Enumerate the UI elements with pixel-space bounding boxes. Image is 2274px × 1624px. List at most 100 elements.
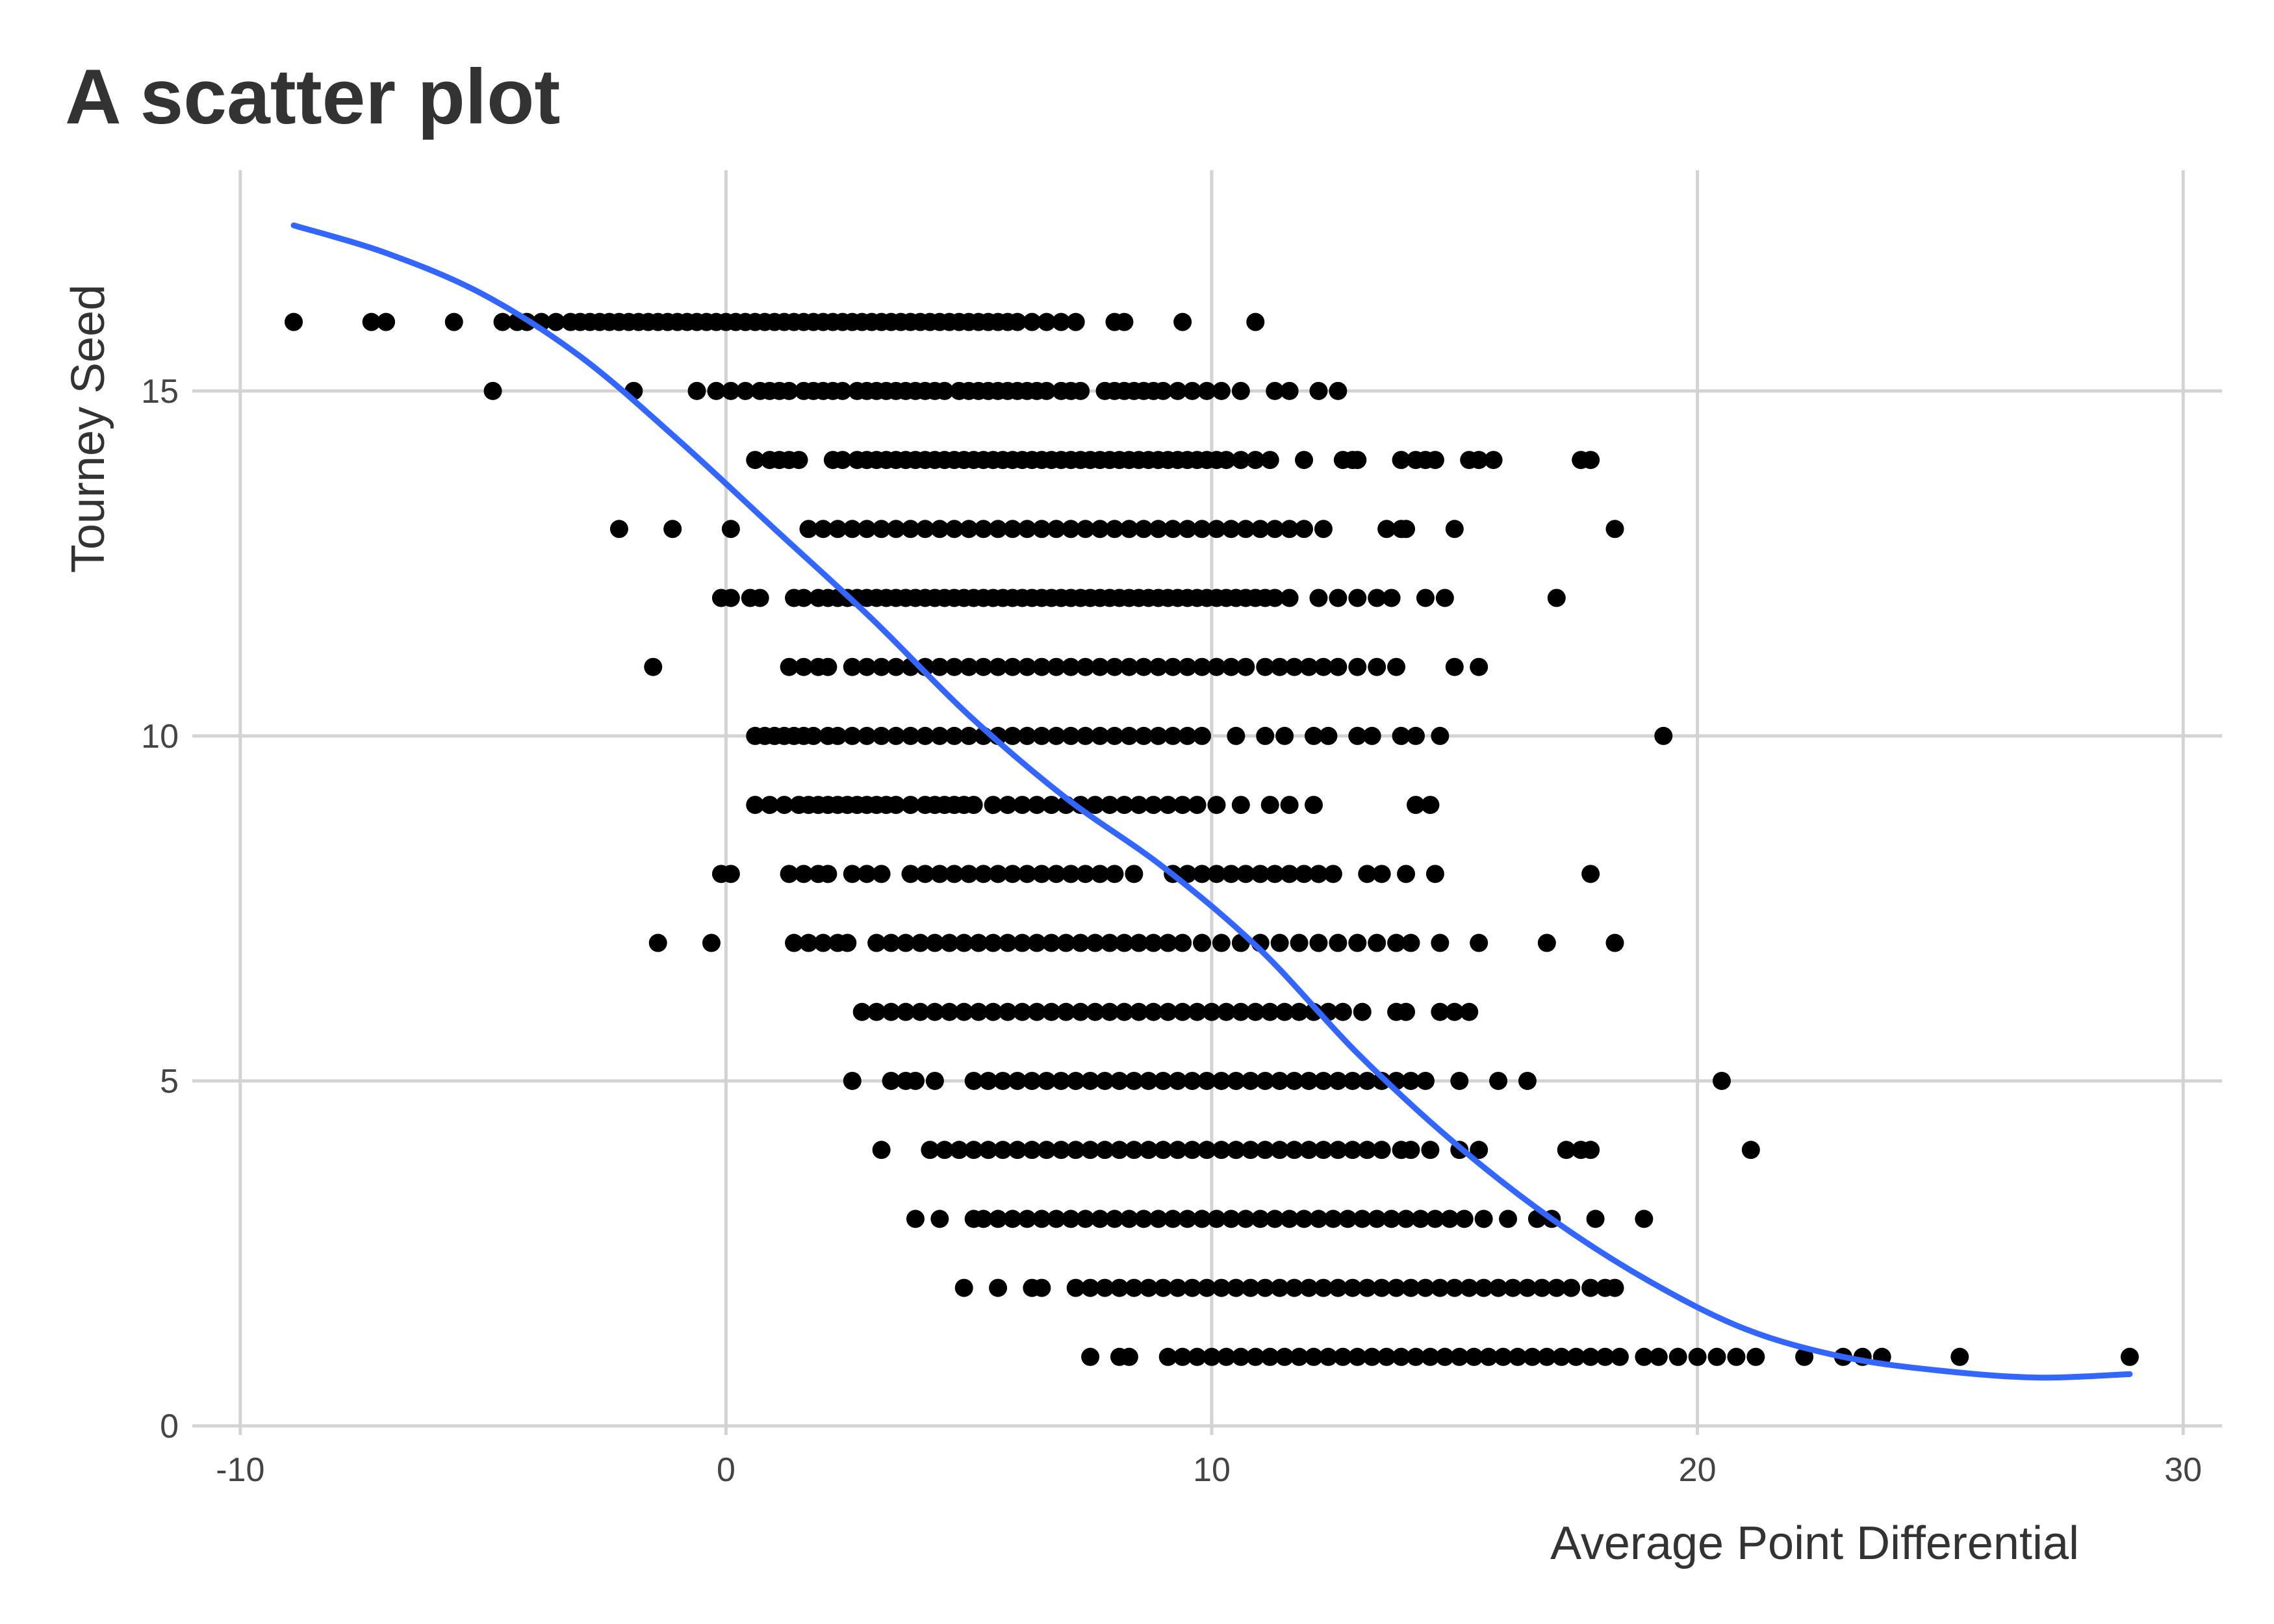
data-point <box>1470 933 1488 952</box>
data-point <box>1119 726 1138 745</box>
data-point <box>887 657 906 676</box>
data-point <box>1251 865 1270 883</box>
data-point <box>828 520 847 539</box>
data-point <box>1596 1347 1615 1366</box>
data-point <box>1042 1002 1061 1021</box>
data-point <box>1508 1347 1527 1366</box>
data-point <box>1119 657 1138 676</box>
data-point <box>1017 1210 1036 1228</box>
data-point <box>1270 657 1289 676</box>
data-point <box>1119 1347 1138 1366</box>
data-point <box>1066 312 1085 331</box>
data-point <box>1193 520 1212 539</box>
data-point <box>1095 1141 1114 1160</box>
data-point <box>819 657 837 676</box>
data-point <box>780 657 798 676</box>
data-point <box>1076 657 1095 676</box>
data-point <box>1221 865 1240 883</box>
data-point <box>1076 520 1095 539</box>
data-point <box>1474 1210 1493 1228</box>
data-point <box>1323 1210 1342 1228</box>
data-point <box>1134 657 1153 676</box>
data-point <box>1071 933 1090 952</box>
data-point <box>813 933 832 952</box>
data-point <box>930 865 949 883</box>
data-point <box>1586 1210 1605 1228</box>
data-point <box>950 1141 969 1160</box>
data-point <box>1668 1347 1687 1366</box>
data-point <box>843 865 862 883</box>
data-point <box>1358 865 1377 883</box>
data-point <box>1032 1210 1051 1228</box>
data-point <box>911 933 930 952</box>
data-point <box>954 1278 973 1297</box>
data-point <box>1071 381 1090 400</box>
data-point <box>1217 1002 1236 1021</box>
data-point <box>1168 1278 1187 1297</box>
data-point <box>1266 589 1284 607</box>
data-point <box>1149 1210 1168 1228</box>
data-point <box>1231 1002 1250 1021</box>
data-point <box>1047 865 1066 883</box>
data-point <box>795 865 813 883</box>
data-point <box>1231 451 1250 470</box>
data-point <box>1256 1071 1275 1090</box>
data-point <box>1193 657 1212 676</box>
data-point <box>1173 796 1192 815</box>
x-axis-ticks: -10 0 10 20 30 <box>216 1426 2202 1489</box>
data-point <box>1285 1141 1304 1160</box>
data-point <box>1197 1278 1216 1297</box>
data-point <box>1557 1141 1576 1160</box>
data-point <box>1139 1278 1158 1297</box>
data-point <box>1290 933 1309 952</box>
data-point <box>1227 726 1246 745</box>
data-point <box>1101 796 1119 815</box>
data-point <box>964 796 983 815</box>
data-point <box>1081 1071 1100 1090</box>
data-point <box>721 520 740 539</box>
data-point <box>1134 520 1153 539</box>
y-tick-label: 10 <box>141 718 179 755</box>
data-point <box>1401 1071 1420 1090</box>
data-point <box>721 865 740 883</box>
data-point <box>1275 1002 1294 1021</box>
y-tick-label: 5 <box>160 1063 179 1100</box>
data-point <box>1207 520 1226 539</box>
data-point <box>1173 933 1192 952</box>
data-point <box>945 657 964 676</box>
data-point <box>1329 657 1348 676</box>
data-point <box>901 865 920 883</box>
data-point <box>746 451 765 470</box>
data-point <box>1489 1071 1508 1090</box>
data-point <box>1081 1141 1100 1160</box>
data-point <box>1401 933 1420 952</box>
data-point <box>901 726 920 745</box>
data-point <box>1270 1141 1289 1160</box>
data-point <box>799 933 818 952</box>
data-point <box>1727 1347 1746 1366</box>
data-point <box>1154 1141 1173 1160</box>
data-point <box>887 726 906 745</box>
data-point <box>1435 1347 1454 1366</box>
data-point <box>1494 1347 1513 1366</box>
data-point <box>1066 1278 1085 1297</box>
trend-line <box>290 222 2133 1381</box>
data-point <box>1605 520 1624 539</box>
data-point <box>867 933 886 952</box>
data-point <box>833 451 852 470</box>
data-point <box>1154 1071 1173 1090</box>
data-point <box>1256 726 1275 745</box>
data-point <box>1115 933 1134 952</box>
data-point <box>1227 1278 1246 1297</box>
data-point <box>974 520 993 539</box>
data-point <box>1304 1347 1323 1366</box>
data-point <box>1533 1278 1552 1297</box>
data-point <box>930 1210 949 1228</box>
data-point <box>1309 589 1328 607</box>
data-point <box>1246 451 1265 470</box>
data-point <box>1479 1347 1498 1366</box>
data-point <box>1338 1210 1357 1228</box>
y-axis-ticks: 0 5 10 15 <box>141 373 201 1445</box>
data-point <box>1236 1210 1255 1228</box>
data-point <box>1037 381 1056 400</box>
